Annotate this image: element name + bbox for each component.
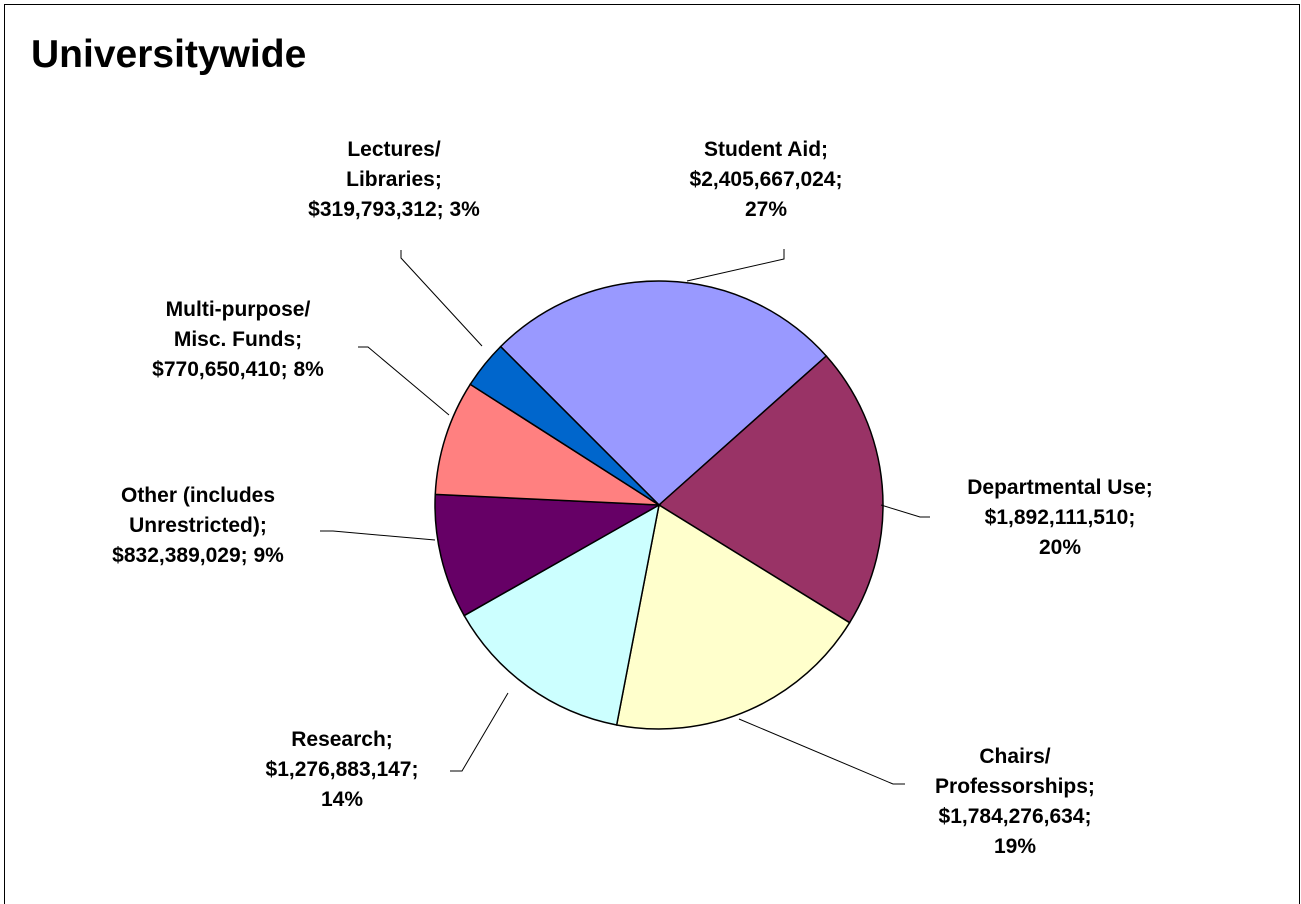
slice-label-line: 20% xyxy=(1039,536,1081,559)
slice-label-line: Professorships; xyxy=(935,775,1095,798)
slice-label-line: 14% xyxy=(321,788,363,811)
pie-slice-6 xyxy=(469,345,660,506)
pie-slice-4 xyxy=(434,493,662,617)
slice-label-0: Student Aid; $2,405,667,024; 27% xyxy=(690,138,843,221)
slice-label-line: Student Aid; xyxy=(704,138,828,161)
slice-label-4: Other (includes Unrestricted); $832,389,02… xyxy=(112,484,284,567)
slice-label-line: $770,650,410; 8% xyxy=(152,358,324,381)
slice-label-line: Unrestricted); xyxy=(129,514,267,537)
pie-slice-5 xyxy=(434,383,662,506)
slice-label-line: Multi-purpose/ xyxy=(166,298,311,321)
slice-label-line: 27% xyxy=(745,198,787,221)
chart-title: Universitywide xyxy=(31,33,307,76)
pie-slice-0 xyxy=(499,280,828,507)
slice-label-line: Misc. Funds; xyxy=(174,328,302,351)
leader-line-5 xyxy=(358,346,450,416)
slice-label-line: $1,784,276,634; xyxy=(939,805,1092,828)
slice-label-5: Multi-purpose/Misc. Funds; $770,650,410; … xyxy=(152,298,324,381)
slice-label-line: $2,405,667,024; xyxy=(690,168,843,191)
pie-slice-1 xyxy=(657,354,884,624)
slice-label-line: $1,892,111,510; xyxy=(985,506,1136,529)
pie-slices xyxy=(434,280,884,730)
slice-label-line: Research; xyxy=(291,728,393,751)
pie-slice-3 xyxy=(463,503,661,726)
leader-line-3 xyxy=(450,692,509,772)
leader-line-2 xyxy=(738,718,905,785)
slice-label-3: Research; $1,276,883,147; 14% xyxy=(266,728,419,811)
slice-label-line: Libraries; xyxy=(346,168,442,191)
slice-label-1: Departmental Use; $1,892,111,510; 20% xyxy=(967,476,1153,559)
slice-labels: Student Aid; $2,405,667,024; 27% Department… xyxy=(112,138,1153,858)
slice-label-line: Lectures/ xyxy=(347,138,441,161)
slice-label-6: Lectures/Libraries; $319,793,312; 3% xyxy=(308,138,480,221)
slice-label-line: 19% xyxy=(994,835,1036,858)
slice-label-line: $832,389,029; 9% xyxy=(112,544,284,567)
leader-line-1 xyxy=(880,504,930,518)
slice-label-line: $319,793,312; 3% xyxy=(308,198,480,221)
pie-slice-2 xyxy=(615,503,851,730)
pie-chart: Student Aid; $2,405,667,024; 27% Department… xyxy=(112,138,1153,858)
chart-frame xyxy=(4,4,1300,904)
leader-line-4 xyxy=(320,530,436,541)
slice-label-line: Chairs/ xyxy=(979,745,1050,768)
slice-label-line: Other (includes xyxy=(121,484,275,507)
slice-label-line: $1,276,883,147; xyxy=(266,758,419,781)
slice-label-2: Chairs/Professorships; $1,784,276,634; 19% xyxy=(935,745,1095,858)
leader-line-0 xyxy=(686,249,785,282)
slice-label-line: Departmental Use; xyxy=(967,476,1153,499)
leader-line-6 xyxy=(400,250,483,347)
leader-lines xyxy=(320,249,930,785)
